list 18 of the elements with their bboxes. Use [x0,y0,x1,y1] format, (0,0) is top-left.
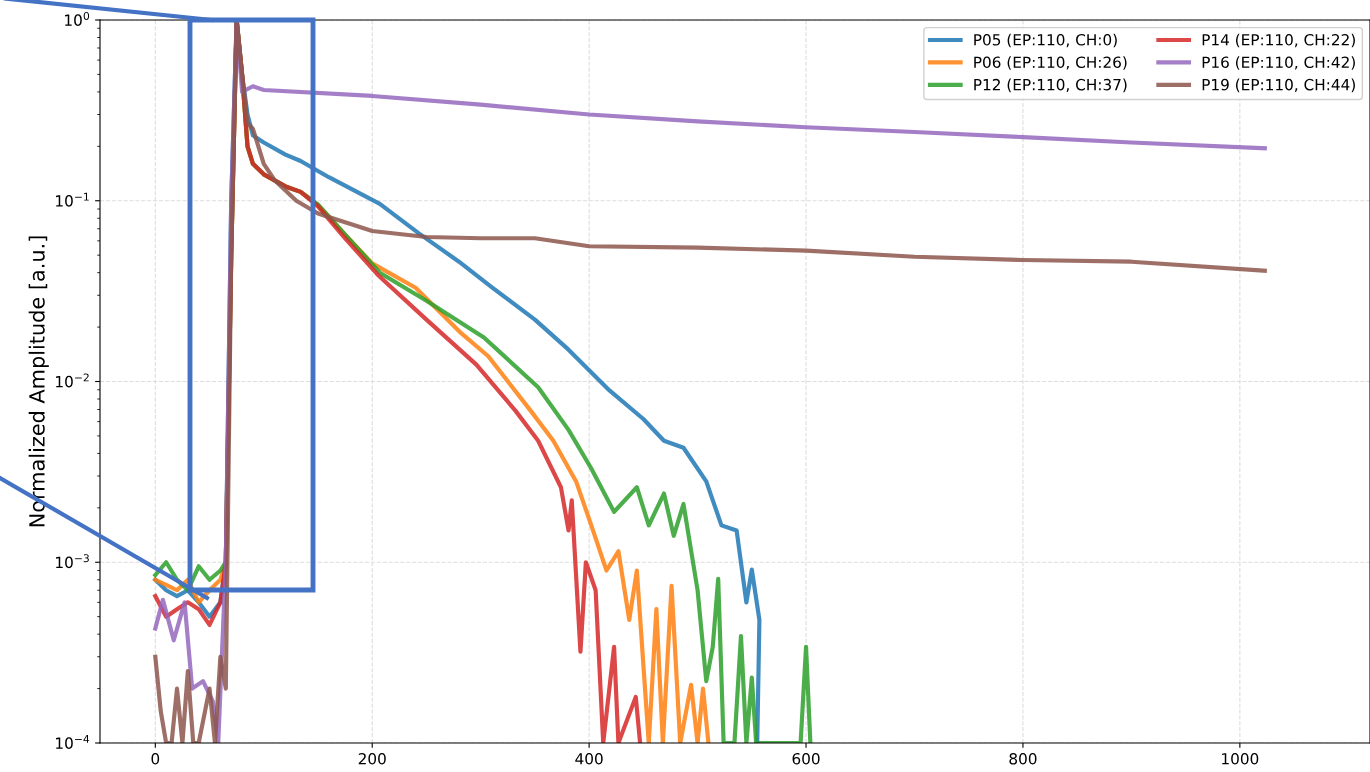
legend-label: P12 (EP:110, CH:37) [974,78,1127,93]
x-tick-label: 600 [792,752,820,765]
y-tick-label: 10$^{0}$ [65,11,90,26]
y-tick-label: 10$^{−4}$ [56,735,90,749]
legend-label: P05 (EP:110, CH:0) [974,33,1117,48]
x-tick-label: 400 [575,752,603,765]
y-tick-label: 10$^{−3}$ [56,554,89,569]
legend-label: P06 (EP:110, CH:26) [974,56,1127,70]
x-tick-label: 800 [1009,752,1037,765]
legend-label: P16 (EP:110, CH:42) [1202,56,1355,70]
y-axis-title: Normalized Amplitude [a.u.] [28,236,49,527]
x-tick-label: 1000 [1222,752,1259,765]
y-tick-label: 10$^{−1}$ [56,192,89,207]
y-tick-label: 10$^{−2}$ [56,373,89,388]
legend-label: P14 (EP:110, CH:22) [1202,33,1355,48]
legend-label: P19 (EP:110, CH:44) [1202,78,1355,93]
x-tick-label: 0 [151,752,160,765]
x-tick-label: 200 [358,752,386,765]
